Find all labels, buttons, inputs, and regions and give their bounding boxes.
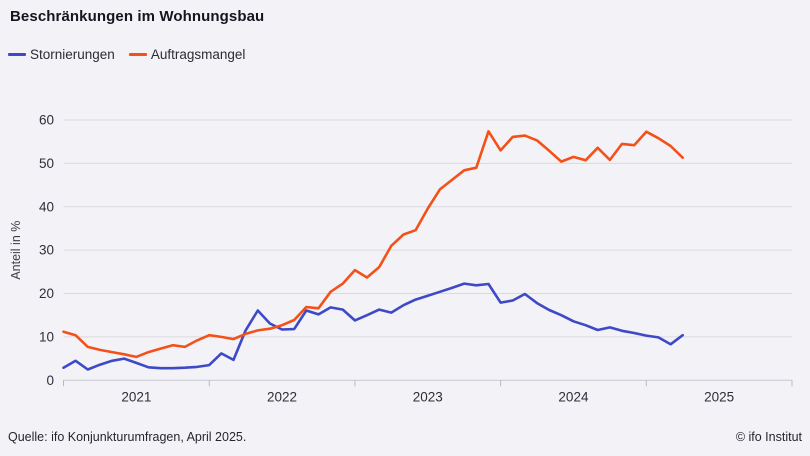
auftragsmangel-line bbox=[62, 130, 685, 359]
y-tick-label: 40 bbox=[39, 199, 54, 214]
y-tick-label: 20 bbox=[39, 286, 54, 301]
y-tick-label: 50 bbox=[39, 156, 54, 171]
x-tick-label: 2024 bbox=[558, 389, 589, 404]
legend-item-auftragsmangel: Auftragsmangel bbox=[128, 47, 246, 62]
x-tick-label: 2023 bbox=[413, 389, 443, 404]
copyright-note: © ifo Institut bbox=[735, 430, 802, 444]
y-tick-label: 0 bbox=[46, 373, 54, 388]
legend-label-stornierungen: Stornierungen bbox=[30, 47, 115, 62]
stornierungen-line-swatch bbox=[8, 53, 26, 56]
x-tick-label: 2022 bbox=[267, 389, 297, 404]
legend-item-stornierungen: Stornierungen bbox=[8, 47, 115, 62]
legend-label-auftragsmangel: Auftragsmangel bbox=[150, 47, 246, 62]
stornierungen-line bbox=[62, 282, 685, 371]
legend: Stornierungen Auftragsmangel bbox=[8, 47, 245, 62]
source-note: Quelle: ifo Konjunkturumfragen, April 20… bbox=[8, 430, 247, 444]
x-tick-label: 2021 bbox=[121, 389, 151, 404]
y-tick-label: 10 bbox=[39, 329, 54, 344]
x-tick-label: 2025 bbox=[704, 389, 734, 404]
y-tick-label: 60 bbox=[39, 113, 54, 128]
chart-title: Beschränkungen im Wohnungsbau bbox=[10, 8, 265, 25]
y-axis-title: Anteil in % bbox=[9, 221, 23, 280]
auftragsmangel-line-swatch bbox=[128, 53, 147, 56]
y-tick-label: 30 bbox=[39, 243, 54, 258]
